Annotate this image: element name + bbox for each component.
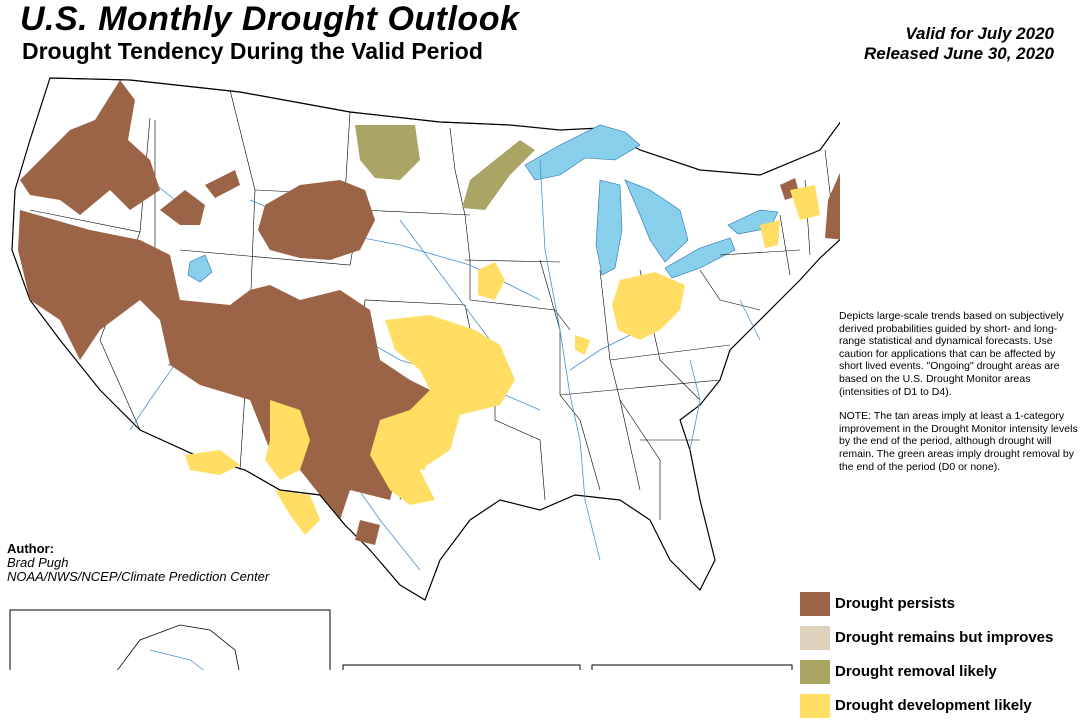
- persists-wyoming: [258, 180, 375, 260]
- drought-removal-areas: [355, 125, 535, 210]
- map-description: Depicts large-scale trends based on subj…: [839, 310, 1079, 485]
- legend-swatch-removal: [800, 660, 830, 684]
- legend-label-persists: Drought persists: [835, 595, 956, 612]
- legend-swatch-persists: [800, 592, 830, 616]
- persists-idaho: [160, 190, 205, 225]
- development-iowa: [478, 262, 505, 300]
- international-border: [49, 77, 511, 526]
- persists-maine: [825, 172, 840, 240]
- development-southern-plains: [370, 315, 515, 505]
- development-arizona: [185, 450, 240, 475]
- removal-north-dakota: [355, 125, 420, 180]
- legend-swatch-development: [800, 694, 830, 718]
- alaska-inset: [9, 609, 331, 670]
- description-paragraph-2: NOTE: The tan areas imply at least a 1-c…: [839, 410, 1078, 473]
- persists-pacific-nw: [20, 80, 160, 215]
- description-paragraph-1: Depicts large-scale trends based on subj…: [839, 310, 1064, 398]
- drought-development-areas: [185, 185, 820, 535]
- lake-superior: [524, 124, 641, 181]
- lake-huron: [624, 179, 689, 263]
- lake-erie: [664, 237, 736, 279]
- map-subtitle: Drought Tendency During the Valid Period: [22, 38, 483, 64]
- development-texas-bigbend: [275, 490, 320, 535]
- drought-persists-areas: [18, 80, 840, 545]
- released-text: Released June 30, 2020: [864, 44, 1054, 63]
- author-name: Brad Pugh: [7, 555, 69, 570]
- persists-montana: [205, 170, 240, 198]
- us-drought-map: [9, 77, 840, 670]
- alaska-land: [117, 624, 240, 670]
- removal-minnesota: [462, 140, 535, 210]
- legend-swatch-improves: [800, 626, 830, 650]
- author-org: NOAA/NWS/NCEP/Climate Prediction Center: [7, 569, 270, 584]
- development-ny-small: [760, 220, 780, 248]
- hawaii-inset: [342, 664, 581, 670]
- lake-michigan: [595, 179, 623, 276]
- legend-label-removal: Drought removal likely: [835, 663, 997, 680]
- puerto-rico-inset: [591, 664, 793, 670]
- great-salt-lake: [187, 254, 213, 283]
- development-illinois: [575, 335, 590, 355]
- map-title: U.S. Monthly Drought Outlook: [20, 0, 520, 38]
- author-block: Author: Brad Pugh NOAA/NWS/NCEP/Climate …: [7, 542, 269, 584]
- persists-south-texas: [355, 520, 380, 545]
- great-lakes: [187, 124, 779, 283]
- valid-for-text: Valid for July 2020: [905, 24, 1054, 43]
- author-label: Author:: [7, 541, 54, 556]
- development-ohio-indiana: [612, 272, 685, 340]
- development-kansas: [408, 450, 428, 470]
- valid-period: Valid for July 2020 Released June 30, 20…: [864, 24, 1054, 64]
- legend-label-improves: Drought remains but improves: [835, 629, 1054, 646]
- legend-label-development: Drought development likely: [835, 697, 1032, 714]
- alaska-rivers: [149, 649, 204, 670]
- persists-west: [18, 210, 440, 520]
- development-upstate-ny: [790, 185, 820, 220]
- development-west-texas: [265, 400, 310, 480]
